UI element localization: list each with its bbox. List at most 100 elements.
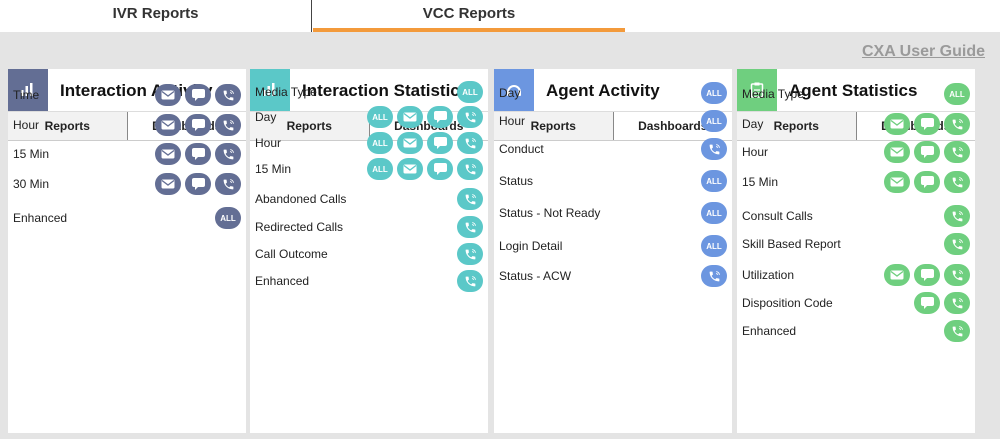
report-row-label: Enhanced bbox=[255, 274, 310, 288]
all-media-button[interactable]: ALL bbox=[701, 170, 727, 192]
phone-report-button[interactable] bbox=[215, 143, 241, 165]
phone-report-button[interactable] bbox=[944, 233, 970, 255]
phone-report-button[interactable] bbox=[457, 132, 483, 154]
phone-report-button[interactable] bbox=[944, 113, 970, 135]
report-row: Enhanced bbox=[737, 320, 975, 342]
phone-report-button[interactable] bbox=[944, 292, 970, 314]
all-media-button[interactable]: ALL bbox=[367, 106, 393, 128]
all-media-button[interactable]: ALL bbox=[215, 207, 241, 229]
phone-report-button[interactable] bbox=[457, 216, 483, 238]
email-report-button[interactable] bbox=[884, 171, 910, 193]
all-media-button[interactable]: ALL bbox=[701, 110, 727, 132]
chat-report-button[interactable] bbox=[914, 292, 940, 314]
report-row: Call Outcome bbox=[250, 243, 488, 265]
phone-report-button[interactable] bbox=[701, 138, 727, 160]
tab-vcc-reports[interactable]: VCC Reports bbox=[313, 0, 625, 32]
report-buttons bbox=[884, 264, 970, 286]
user-guide-link[interactable]: CXA User Guide bbox=[862, 43, 985, 60]
chat-report-button[interactable] bbox=[427, 132, 453, 154]
report-buttons: ALL bbox=[944, 83, 970, 105]
report-buttons bbox=[457, 270, 483, 292]
report-row-label: Status - ACW bbox=[499, 269, 572, 283]
chat-report-button[interactable] bbox=[185, 173, 211, 195]
all-media-button[interactable]: ALL bbox=[701, 82, 727, 104]
email-report-button[interactable] bbox=[155, 84, 181, 106]
report-row: Conduct bbox=[494, 138, 732, 160]
email-report-button[interactable] bbox=[884, 113, 910, 135]
phone-report-button[interactable] bbox=[944, 205, 970, 227]
all-media-button[interactable]: ALL bbox=[367, 158, 393, 180]
chat-report-button[interactable] bbox=[914, 264, 940, 286]
report-row-label: Enhanced bbox=[742, 324, 797, 338]
card-header: Interaction Statistics bbox=[250, 69, 488, 111]
bar-chart-icon bbox=[8, 69, 48, 111]
phone-icon bbox=[223, 89, 234, 100]
email-report-button[interactable] bbox=[397, 132, 423, 154]
envelope-icon bbox=[890, 119, 904, 129]
report-row-label: Status bbox=[499, 174, 534, 188]
all-media-button[interactable]: ALL bbox=[701, 202, 727, 224]
phone-report-button[interactable] bbox=[215, 84, 241, 106]
chat-report-button[interactable] bbox=[427, 106, 453, 128]
phone-report-button[interactable] bbox=[944, 264, 970, 286]
headset-icon bbox=[494, 69, 534, 111]
phone-report-button[interactable] bbox=[457, 188, 483, 210]
report-row-label: 15 Min bbox=[742, 175, 779, 189]
subtab-reports[interactable]: Reports bbox=[250, 112, 370, 140]
phone-report-button[interactable] bbox=[215, 173, 241, 195]
envelope-icon bbox=[890, 270, 904, 280]
envelope-icon bbox=[161, 120, 175, 130]
envelope-icon bbox=[161, 149, 175, 159]
report-buttons: ALL bbox=[701, 202, 727, 224]
report-row: Day bbox=[737, 113, 975, 135]
chat-report-button[interactable] bbox=[185, 114, 211, 136]
phone-icon bbox=[465, 248, 476, 259]
subtab-dashboards[interactable]: Dashboards bbox=[613, 112, 732, 140]
phone-icon bbox=[952, 210, 963, 221]
chat-report-button[interactable] bbox=[914, 113, 940, 135]
phone-report-button[interactable] bbox=[457, 270, 483, 292]
phone-report-button[interactable] bbox=[944, 171, 970, 193]
email-report-button[interactable] bbox=[884, 141, 910, 163]
phone-icon bbox=[223, 148, 234, 159]
report-row: 15 Min bbox=[737, 171, 975, 193]
phone-report-button[interactable] bbox=[944, 141, 970, 163]
phone-report-button[interactable] bbox=[701, 265, 727, 287]
phone-icon bbox=[465, 221, 476, 232]
subtab-reports[interactable]: Reports bbox=[494, 112, 614, 140]
report-row-label: Login Detail bbox=[499, 239, 563, 253]
chat-report-button[interactable] bbox=[185, 143, 211, 165]
phone-report-button[interactable] bbox=[457, 158, 483, 180]
phone-icon bbox=[223, 119, 234, 130]
chat-report-button[interactable] bbox=[914, 141, 940, 163]
tab-ivr-reports[interactable]: IVR Reports bbox=[0, 0, 312, 32]
email-report-button[interactable] bbox=[155, 173, 181, 195]
all-media-button[interactable]: ALL bbox=[457, 81, 483, 103]
subtab-reports[interactable]: Reports bbox=[8, 112, 128, 140]
all-media-button[interactable]: ALL bbox=[944, 83, 970, 105]
phone-report-button[interactable] bbox=[457, 106, 483, 128]
chat-report-button[interactable] bbox=[427, 158, 453, 180]
report-row-label: Day bbox=[742, 117, 764, 131]
report-buttons: ALL bbox=[457, 81, 483, 103]
email-report-button[interactable] bbox=[397, 106, 423, 128]
phone-icon bbox=[465, 275, 476, 286]
report-row-label: Media Type bbox=[742, 87, 804, 101]
email-report-button[interactable] bbox=[155, 114, 181, 136]
chat-report-button[interactable] bbox=[914, 171, 940, 193]
phone-report-button[interactable] bbox=[457, 243, 483, 265]
all-media-button[interactable]: ALL bbox=[701, 235, 727, 257]
email-report-button[interactable] bbox=[397, 158, 423, 180]
email-report-button[interactable] bbox=[884, 264, 910, 286]
report-buttons: ALL bbox=[701, 235, 727, 257]
all-media-button[interactable]: ALL bbox=[367, 132, 393, 154]
chat-report-button[interactable] bbox=[185, 84, 211, 106]
report-buttons: ALL bbox=[701, 82, 727, 104]
subtab-reports[interactable]: Reports bbox=[737, 112, 857, 140]
report-row-label: 15 Min bbox=[13, 147, 50, 161]
report-buttons: ALL bbox=[215, 207, 241, 229]
report-row: Utilization bbox=[737, 264, 975, 286]
phone-report-button[interactable] bbox=[944, 320, 970, 342]
email-report-button[interactable] bbox=[155, 143, 181, 165]
phone-report-button[interactable] bbox=[215, 114, 241, 136]
